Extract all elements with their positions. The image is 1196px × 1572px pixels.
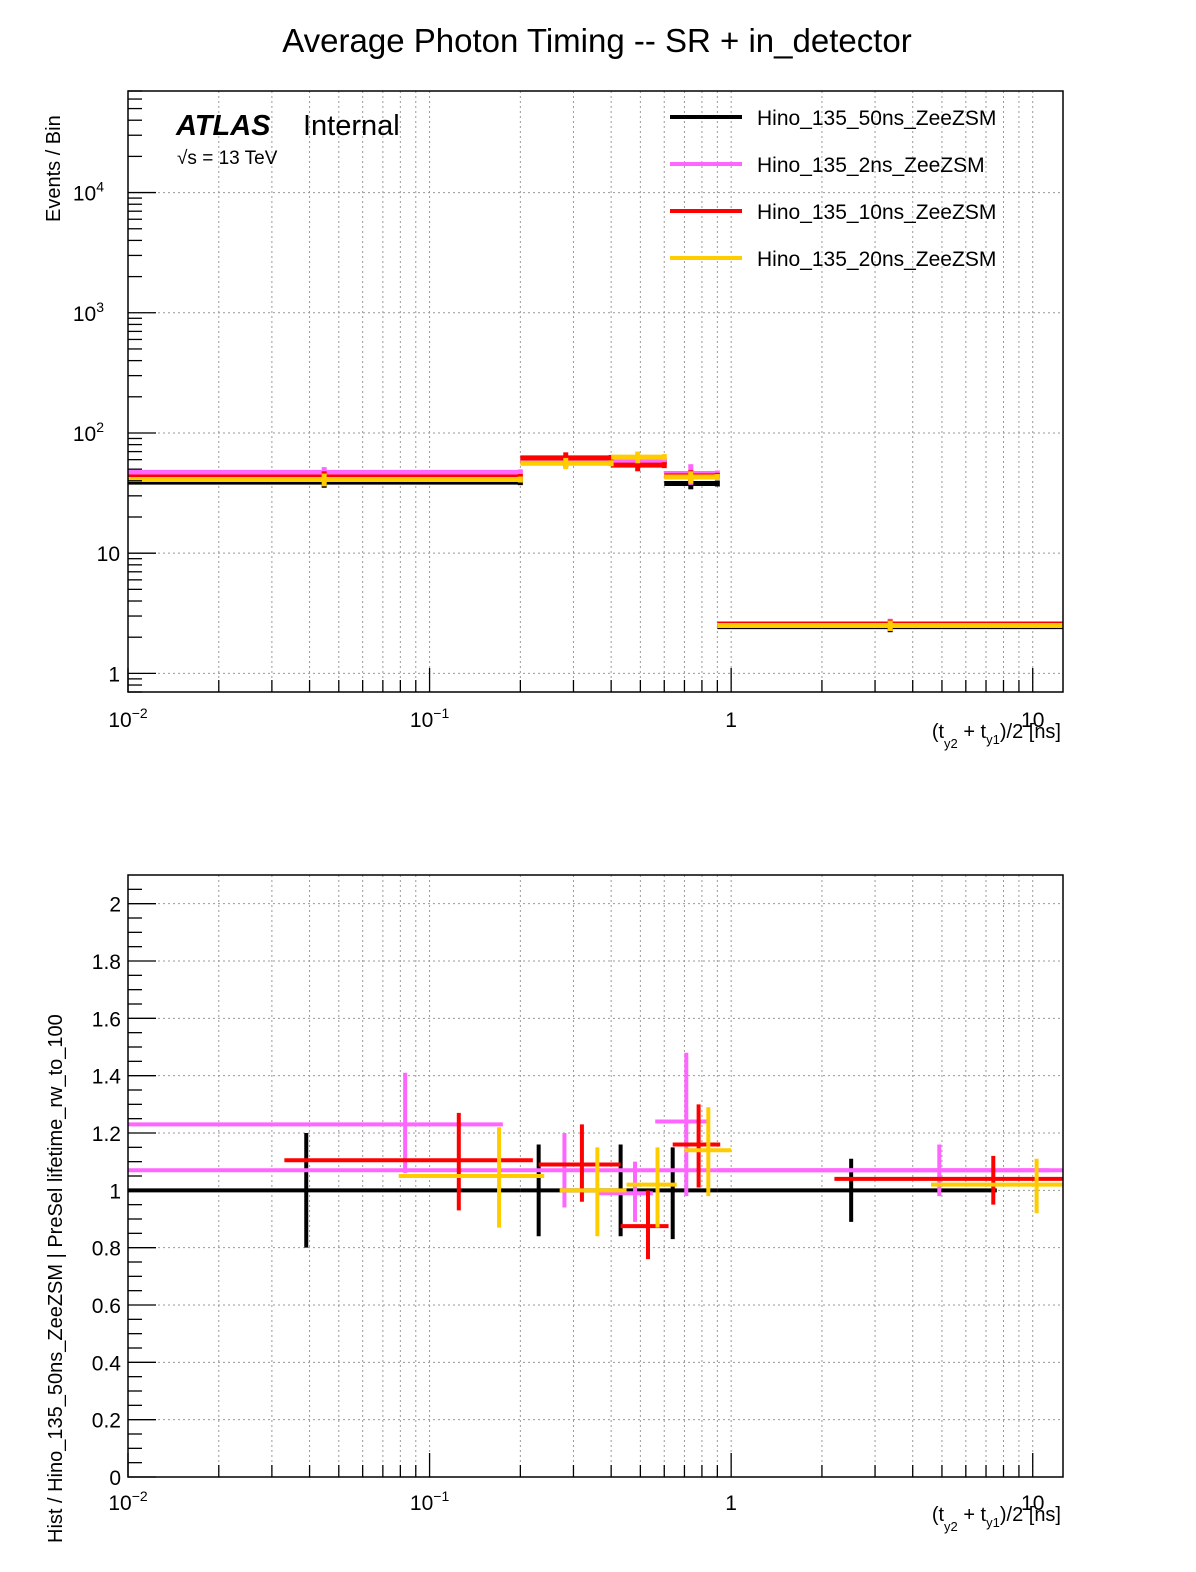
top-frame	[127, 90, 1064, 693]
bottom-xlabel: (ty2 + ty1)/2 [ns]	[932, 1504, 1061, 1534]
x-tick-exp: −1	[433, 705, 449, 721]
y-tick-label: 104	[73, 179, 104, 206]
y-tick-exp: 4	[96, 179, 104, 195]
x-tick-label: 10	[1021, 709, 1044, 732]
top-xlabel: (ty2 + ty1)/2 [ns]	[932, 721, 1061, 751]
energy-label: √s = 13 TeV	[177, 148, 278, 169]
x-tick-base: 10	[1021, 1492, 1044, 1515]
x-tick-base: 1	[725, 709, 737, 732]
y-tick-base: 10	[97, 543, 120, 566]
y-tick-label: 1.6	[92, 1008, 121, 1031]
x-tick-label: 10−2	[108, 705, 148, 732]
y-tick-label: 0.4	[92, 1352, 122, 1375]
y-tick-label: 102	[73, 419, 104, 446]
top-grid	[128, 91, 1063, 692]
x-tick-base: 10	[410, 709, 433, 732]
x-tick-label: 10−1	[410, 705, 450, 732]
y-tick-base: 10	[73, 183, 96, 206]
chart-title: Average Photon Timing -- SR + in_detecto…	[282, 22, 911, 59]
legend-label: Hino_135_10ns_ZeeZSM	[757, 201, 996, 224]
y-tick-label: 103	[73, 299, 104, 326]
y-tick-base: 1	[108, 663, 120, 686]
series-Hino_135_20ns_ZeeZSM	[128, 451, 1063, 632]
x-tick-exp: −2	[132, 1488, 148, 1504]
x-tick-base: 10	[108, 1492, 131, 1515]
x-tick-label: 1	[725, 709, 737, 732]
x-tick-base: 1	[725, 1492, 737, 1515]
y-tick-exp: 2	[96, 419, 104, 435]
y-tick-label: 0.8	[92, 1238, 121, 1261]
ratio-series-Hino_135_50ns_ZeeZSM	[128, 1133, 997, 1248]
ratio-series-Hino_135_20ns_ZeeZSM	[398, 1107, 1063, 1237]
x-tick-label: 10	[1021, 1492, 1044, 1515]
bottom-ylabel: Hist / Hino_135_50ns_ZeeZSM | PreSel lif…	[45, 1014, 67, 1543]
y-tick-label: 1.8	[92, 951, 121, 974]
y-tick-label: 1	[109, 1180, 121, 1203]
x-tick-label: 10−2	[108, 1488, 148, 1515]
ratio-series-Hino_135_10ns_ZeeZSM	[284, 1104, 1063, 1260]
x-tick-exp: −2	[132, 705, 148, 721]
y-tick-label: 10	[97, 543, 120, 566]
status-label: Internal	[303, 110, 400, 142]
x-tick-label: 1	[725, 1492, 737, 1515]
y-tick-label: 0.6	[92, 1295, 121, 1318]
bottom-series	[128, 1052, 1063, 1260]
y-tick-label: 0.2	[92, 1410, 121, 1433]
atlas-label: ATLAS	[175, 110, 271, 142]
y-tick-label: 0	[109, 1467, 121, 1490]
x-tick-label: 10−1	[410, 1488, 450, 1515]
top-series	[128, 451, 1063, 633]
y-tick-label: 1.4	[92, 1066, 122, 1089]
x-tick-base: 10	[410, 1492, 433, 1515]
series-Hino_135_50ns_ZeeZSM	[128, 456, 1063, 633]
y-tick-label: 1	[108, 663, 120, 686]
x-tick-base: 10	[1021, 709, 1044, 732]
legend: Hino_135_50ns_ZeeZSM Hino_135_2ns_ZeeZSM H…	[670, 107, 996, 271]
x-tick-exp: −1	[433, 1488, 449, 1504]
legend-label: Hino_135_2ns_ZeeZSM	[757, 154, 985, 177]
x-tick-base: 10	[108, 709, 131, 732]
legend-label: Hino_135_20ns_ZeeZSM	[757, 248, 996, 271]
y-tick-label: 1.2	[92, 1123, 121, 1146]
legend-label: Hino_135_50ns_ZeeZSM	[757, 107, 996, 130]
top-ylabel: Events / Bin	[43, 115, 65, 222]
y-tick-base: 10	[73, 303, 96, 326]
y-tick-label: 2	[109, 894, 121, 917]
y-tick-exp: 3	[96, 299, 104, 315]
y-tick-base: 10	[73, 423, 96, 446]
